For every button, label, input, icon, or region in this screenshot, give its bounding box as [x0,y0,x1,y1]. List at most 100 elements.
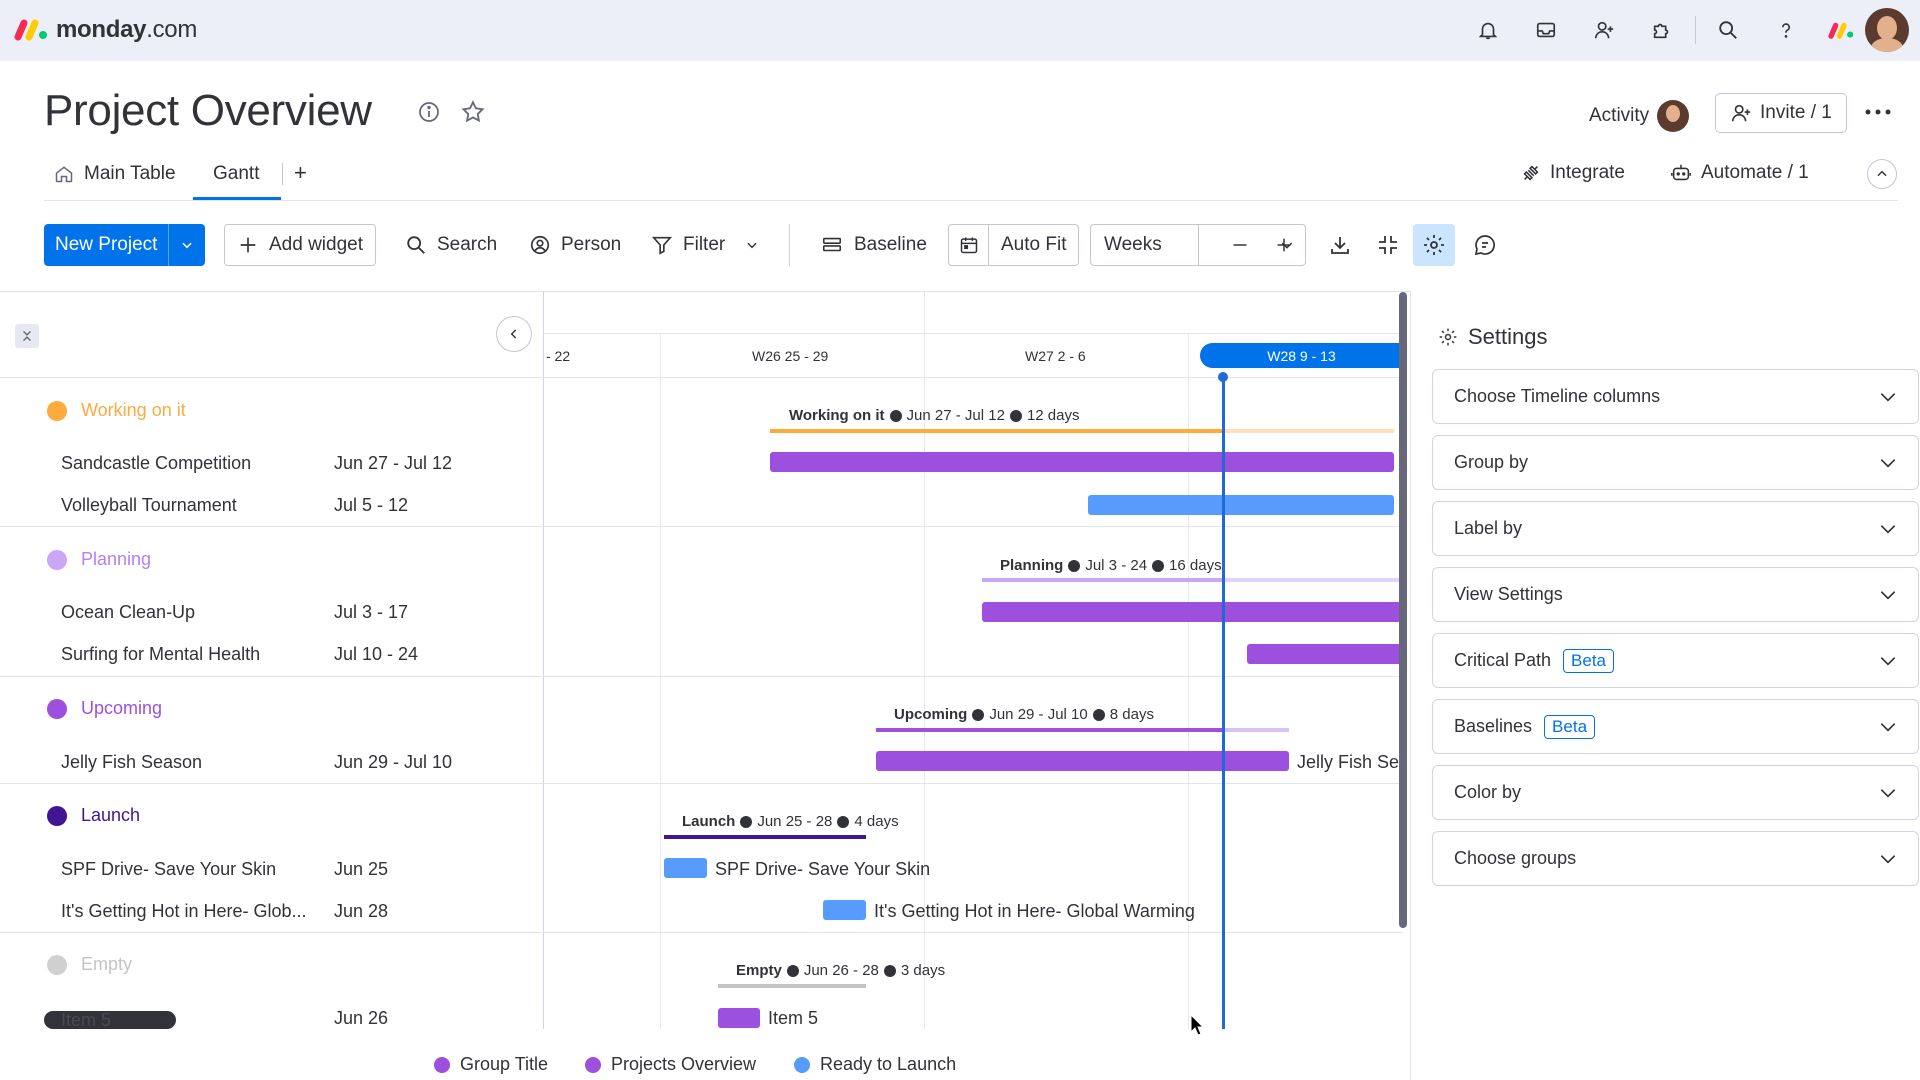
group-name: Upcoming [81,698,163,718]
gantt-bar[interactable] [1247,644,1403,664]
fullscreen-icon[interactable] [1376,233,1400,257]
group-name: Working on it [81,400,186,420]
item-name[interactable]: Volleyball Tournament [61,495,237,515]
group-title-launch[interactable]: Launch [47,805,140,826]
setting-group-by[interactable]: Group by [1432,435,1919,490]
gantt-bar[interactable] [664,858,707,878]
current-week-label[interactable]: W28 9 - 13 [1200,343,1403,368]
automate-button[interactable]: Automate / 1 [1669,162,1809,184]
gantt-bar[interactable] [982,602,1403,622]
info-icon[interactable] [417,100,441,124]
group-summary-label: Empty Jun 26 - 28 3 days [736,962,945,979]
inbox-icon[interactable] [1532,16,1560,44]
item-dates: Jun 29 - Jul 10 [334,752,453,772]
setting-choose-timeline-columns[interactable]: Choose Timeline columns [1432,369,1919,424]
auto-fit-button[interactable]: Auto Fit [948,224,1080,266]
gantt-scrollbar[interactable] [1399,292,1407,928]
search-icon[interactable] [1714,16,1742,44]
legend-color-dot [585,1056,601,1073]
gantt-bar[interactable] [1088,495,1394,515]
add-widget-button[interactable]: Add widget [224,224,377,266]
beta-badge: Beta [1563,648,1615,673]
collapse-header-button[interactable] [1867,159,1897,189]
gantt-bar[interactable] [770,452,1394,472]
add-view-button[interactable]: + [294,160,307,185]
setting-view-settings[interactable]: View Settings [1432,567,1919,622]
gantt-bar-label: Item 5 [768,1008,819,1028]
download-icon[interactable] [1328,233,1352,257]
search-label: Search [437,234,498,255]
group-summary-bar[interactable] [876,728,1222,732]
group-separator [0,526,1403,527]
item-name[interactable]: Ocean Clean-Up [61,602,196,622]
home-icon [55,166,73,183]
group-name: Empty [81,954,133,974]
invite-button[interactable]: Invite / 1 [1715,93,1847,133]
summary-dates: Jun 29 - Jul 10 [989,706,1088,723]
apps-puzzle-icon[interactable] [1648,16,1676,44]
filter-button[interactable]: Filter [651,224,759,266]
item-name[interactable]: SPF Drive- Save Your Skin [61,859,277,879]
add-widget-label: Add widget [269,234,364,255]
group-summary-bar[interactable] [718,984,866,988]
item-name[interactable]: It's Getting Hot in Here- Glob... [61,901,307,921]
zoom-out-icon[interactable] [1229,234,1251,256]
tab-gantt[interactable]: Gantt [193,160,281,200]
zoom-in-icon[interactable] [1273,234,1295,256]
tab-main-table[interactable]: Main Table [54,163,176,185]
collapse-all-button[interactable] [15,324,39,348]
group-title-working-on-it[interactable]: Working on it [47,400,186,421]
setting-color-by[interactable]: Color by [1432,765,1919,820]
bell-icon[interactable] [1474,16,1502,44]
group-color-dot [47,698,67,719]
integrate-button[interactable]: Integrate [1520,162,1625,184]
item-name[interactable]: Sandcastle Competition [61,453,252,473]
week-gridline [660,333,661,1029]
setting-label: Label by [1454,518,1523,538]
group-title-upcoming[interactable]: Upcoming [47,698,162,719]
new-project-button[interactable]: New Project [44,224,205,266]
activity-button[interactable]: Activity [1589,100,1690,132]
setting-label: Choose Timeline columns [1454,386,1661,406]
settings-toggle-button[interactable] [1413,224,1455,266]
monday-logo-icon[interactable] [14,17,48,41]
group-title-planning[interactable]: Planning [47,549,151,570]
feedback-icon[interactable] [1473,233,1497,257]
tab-gantt-label: Gantt [213,163,260,184]
collapse-table-button[interactable] [496,316,532,352]
legend-color-dot [794,1056,810,1073]
item-name[interactable]: Jelly Fish Season [61,752,203,772]
group-summary-bar[interactable] [664,835,866,839]
setting-choose-groups[interactable]: Choose groups [1432,831,1919,886]
toolbar-divider [789,224,790,266]
monday-apps-icon[interactable] [1828,20,1854,40]
user-avatar[interactable] [1865,8,1909,52]
legend-color-dot [434,1056,450,1073]
item-name-dragging[interactable]: Item 5 [44,1011,176,1029]
setting-critical-path[interactable]: Critical Path Beta [1432,633,1919,688]
group-summary-bar[interactable] [982,578,1222,582]
zoom-divider [1198,224,1199,266]
setting-label-by[interactable]: Label by [1432,501,1919,556]
baseline-button[interactable]: Baseline [820,224,927,266]
help-icon[interactable] [1772,16,1800,44]
summary-dot [1152,559,1165,572]
group-summary-bar[interactable] [770,429,1222,433]
item-name[interactable]: Surfing for Mental Health [61,644,261,664]
gantt-bar[interactable] [718,1008,760,1028]
group-color-dot [47,805,67,826]
gantt-bar[interactable] [876,751,1289,771]
more-options-icon[interactable] [1863,100,1893,124]
chevron-down-icon [1880,392,1896,402]
gantt-bar[interactable] [823,900,866,920]
new-project-dropdown[interactable] [169,238,205,252]
person-filter-button[interactable]: Person [529,224,621,266]
favorite-star-icon[interactable] [460,99,486,125]
tab-divider [282,163,283,185]
app-logo-text[interactable]: monday.com [56,16,198,43]
setting-baselines[interactable]: Baselines Beta [1432,699,1919,754]
chevron-up-icon [1877,170,1887,177]
group-title-empty[interactable]: Empty [47,954,132,975]
search-button[interactable]: Search [405,224,497,266]
invite-member-icon[interactable] [1590,16,1618,44]
